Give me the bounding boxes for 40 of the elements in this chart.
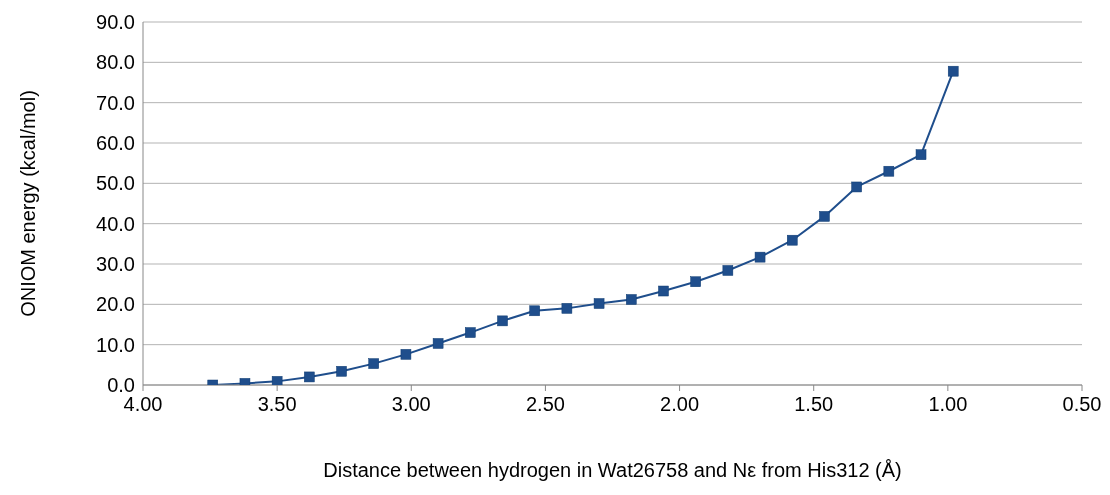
point (883, 165, 895, 177)
point (593, 298, 605, 309)
x-tick-label: 3.00 (391, 393, 431, 416)
x-axis-title: Distance between hydrogen in Wat26758 and Nε from His312 (Å) (323, 459, 902, 481)
y-tick-label: 20.0 (96, 293, 135, 316)
y-tick-label: 70.0 (96, 91, 135, 114)
x-tick-label: 3.50 (257, 393, 297, 416)
y-tick-label: 90.0 (96, 11, 135, 34)
x-tick-label: 1.00 (928, 393, 968, 416)
point (754, 251, 766, 263)
y-tick-label: 10.0 (96, 333, 135, 356)
x-tick-label: 2.50 (525, 393, 565, 416)
point (561, 303, 573, 314)
point (529, 305, 540, 317)
point (658, 285, 669, 297)
y-tick-label: 50.0 (96, 172, 135, 195)
x-tick-label: 1.50 (794, 393, 834, 416)
point (336, 366, 347, 377)
x-tick-label: 0.50 (1062, 393, 1102, 416)
point (304, 371, 315, 383)
y-tick-label: 60.0 (96, 132, 135, 155)
y-tick-label: 30.0 (96, 253, 135, 276)
point (915, 149, 927, 160)
point (497, 315, 508, 327)
y-axis-title: ONIOM energy (kcal/mol) (17, 90, 40, 317)
x-tick-label: 2.00 (660, 393, 700, 416)
point (690, 276, 701, 287)
point (722, 265, 734, 276)
point (400, 349, 412, 360)
point (947, 65, 959, 77)
point (465, 327, 476, 338)
point (851, 181, 862, 193)
point (432, 338, 444, 349)
point (271, 376, 283, 385)
point (626, 294, 637, 305)
point (368, 358, 379, 369)
y-tick-label: 80.0 (96, 51, 135, 74)
point (787, 234, 798, 246)
point (819, 211, 830, 222)
y-tick-label: 40.0 (96, 212, 135, 235)
